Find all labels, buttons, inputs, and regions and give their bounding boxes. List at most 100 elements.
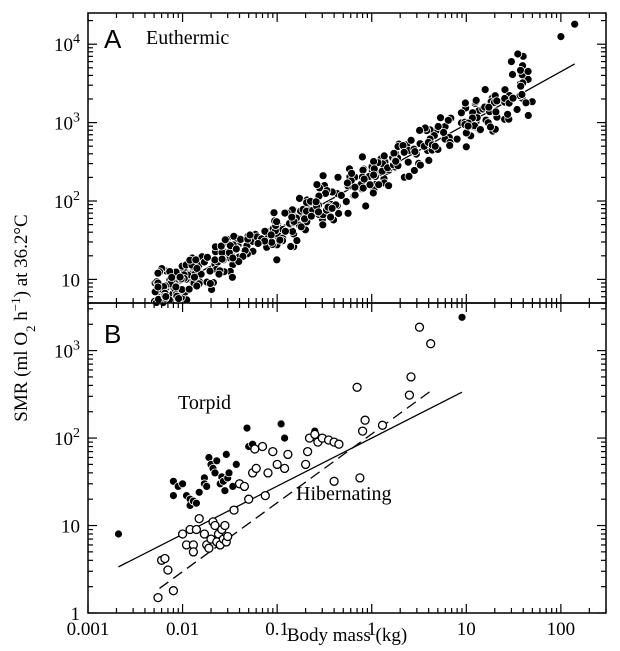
euthermic-point xyxy=(327,203,337,213)
euthermic-point xyxy=(415,125,425,135)
euthermic-point xyxy=(391,156,401,166)
euthermic-point xyxy=(153,282,163,292)
euthermic-point xyxy=(409,166,419,175)
euthermic-point xyxy=(516,81,526,91)
panel-a-y-tick-label: 10 xyxy=(61,270,80,291)
tick-exponent: 3 xyxy=(73,111,80,126)
hibernating-point xyxy=(426,339,436,349)
euthermic-point xyxy=(343,208,353,218)
hibernating-point xyxy=(377,420,388,430)
hibernating-point xyxy=(406,372,416,382)
euthermic-point xyxy=(314,207,323,217)
tick-exponent: 3 xyxy=(73,339,80,354)
hibernating-point xyxy=(260,490,270,501)
torpid-point xyxy=(202,481,212,491)
hibernating-point xyxy=(229,505,239,515)
euthermic-point xyxy=(357,152,367,162)
hibernating-point xyxy=(355,473,365,483)
euthermic-point xyxy=(205,266,215,276)
euthermic-point xyxy=(491,107,501,117)
hibernating-point xyxy=(160,553,170,564)
tick-exponent: 4 xyxy=(73,32,80,47)
euthermic-point xyxy=(217,254,227,264)
euthermic-point xyxy=(210,255,220,265)
euthermic-point xyxy=(369,157,379,166)
euthermic-point xyxy=(318,220,328,230)
euthermic-point xyxy=(368,188,378,198)
torpid-point xyxy=(178,479,188,489)
euthermic-point xyxy=(202,252,212,262)
euthermic-point xyxy=(369,170,379,180)
panel-a-y-tick-label: 103 xyxy=(54,111,80,135)
euthermic-point xyxy=(190,272,199,282)
euthermic-point xyxy=(245,230,255,240)
euthermic-point xyxy=(336,190,346,200)
euthermic-point xyxy=(513,49,523,59)
hibernating-point xyxy=(250,444,260,454)
euthermic-point xyxy=(191,255,201,265)
euthermic-point xyxy=(350,190,360,200)
euthermic-point xyxy=(433,122,443,131)
panel-b-letter: B xyxy=(104,319,121,349)
torpid-fit-line xyxy=(118,391,463,568)
hibernating-point xyxy=(168,586,179,596)
hibernating-point xyxy=(153,592,163,603)
euthermic-point xyxy=(318,171,328,181)
euthermic-point xyxy=(508,70,517,79)
x-tick-label: 0.1 xyxy=(265,619,289,640)
euthermic-point xyxy=(404,171,414,181)
euthermic-point xyxy=(214,269,224,279)
torpid-point xyxy=(220,486,230,496)
euthermic-point xyxy=(359,174,369,184)
euthermic-point xyxy=(471,96,481,105)
euthermic-point xyxy=(275,235,285,245)
hibernating-point xyxy=(302,446,313,457)
euthermic-point xyxy=(306,211,316,221)
euthermic-point xyxy=(461,142,471,152)
euthermic-point xyxy=(350,182,360,192)
euthermic-point xyxy=(410,147,420,157)
hibernating-point xyxy=(300,459,311,470)
euthermic-point xyxy=(500,85,510,95)
euthermic-point xyxy=(231,244,241,254)
euthermic-point xyxy=(312,180,322,190)
hibernating-point xyxy=(404,390,415,400)
hibernating-point xyxy=(239,481,250,492)
euthermic-point xyxy=(365,180,375,190)
euthermic-point xyxy=(379,151,389,161)
y-axis-title: SMR (ml O2 h−1) at 36.2°C xyxy=(8,214,38,421)
euthermic-point xyxy=(436,113,445,123)
tick-base: 10 xyxy=(54,429,73,450)
euthermic-point xyxy=(517,90,527,99)
hibernating-point xyxy=(204,543,214,553)
euthermic-point xyxy=(236,234,246,244)
x-tick-label: 100 xyxy=(547,619,576,640)
euthermic-point xyxy=(521,98,531,108)
tick-exponent: 2 xyxy=(73,426,80,441)
torpid-point xyxy=(194,487,204,497)
hibernating-point xyxy=(279,463,290,474)
hibernating-point xyxy=(352,382,362,392)
euthermic-point xyxy=(374,180,384,190)
euthermic-point xyxy=(508,93,518,103)
euthermic-point xyxy=(403,157,413,167)
tick-base: 10 xyxy=(54,342,73,363)
euthermic-point xyxy=(523,67,533,76)
hibernating-point xyxy=(283,449,293,460)
y-axis-title-sub: 2 xyxy=(23,325,38,332)
hibernating-point xyxy=(272,459,282,470)
panel-a-letter: A xyxy=(104,24,122,54)
euthermic-point xyxy=(503,109,513,119)
panel-b-fit-layer xyxy=(118,389,463,589)
euthermic-point xyxy=(523,111,533,120)
hibernating-point xyxy=(257,441,268,452)
y-axis-title-sup: −1 xyxy=(8,297,23,311)
torpid-point xyxy=(280,433,290,443)
torpid-point xyxy=(114,529,123,539)
euthermic-point xyxy=(456,108,466,118)
euthermic-point xyxy=(415,160,425,170)
